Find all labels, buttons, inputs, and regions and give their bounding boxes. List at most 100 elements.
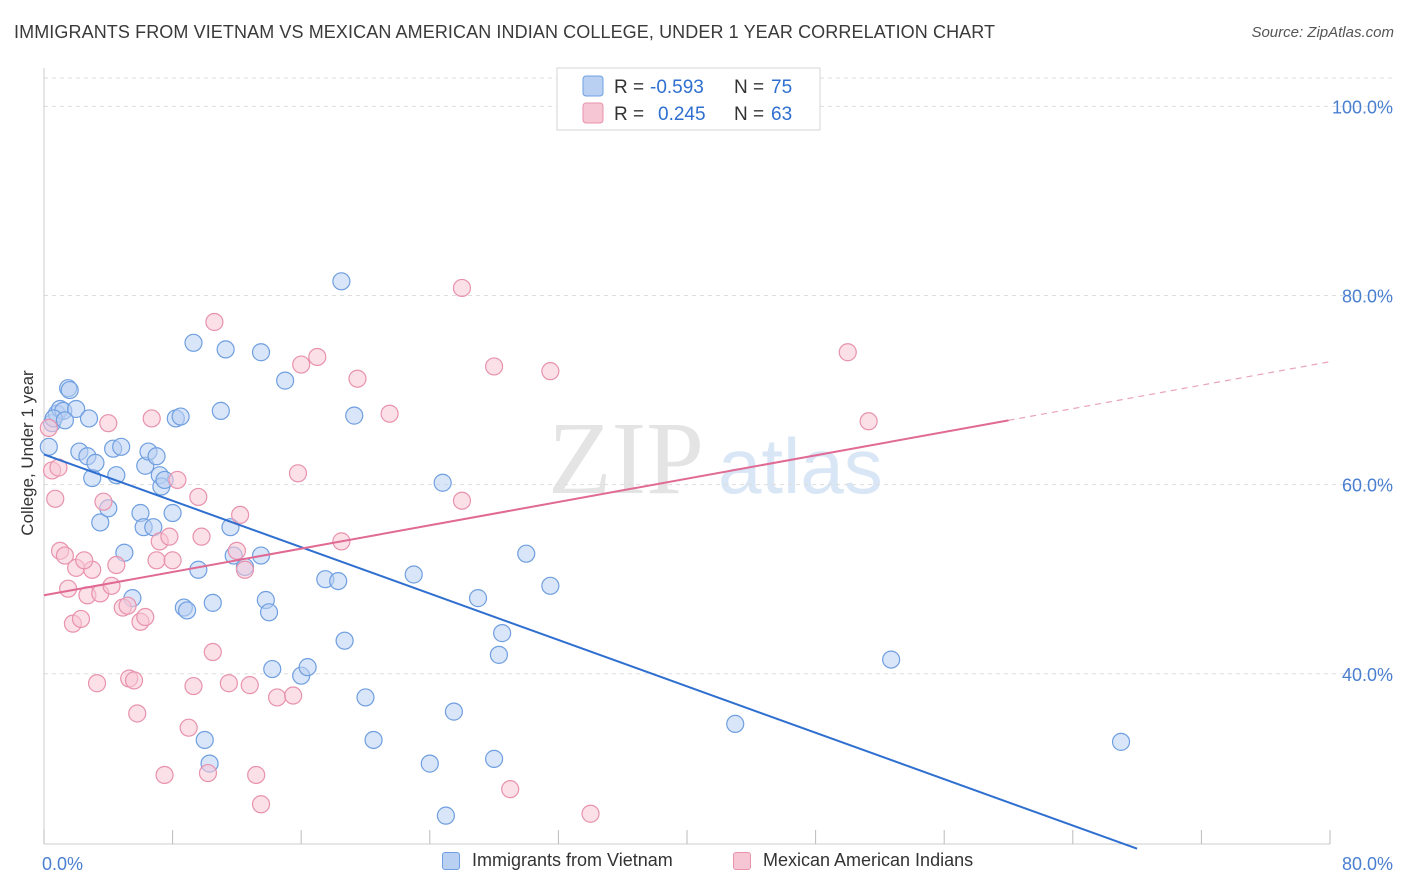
mexican-point-34: [192, 527, 211, 546]
correlation-legend: R = -0.593 N = 75 R = 0.245 N = 63: [556, 67, 821, 131]
vietnam-point-35: [189, 560, 208, 579]
y-tick-label-1: 60.0%: [1342, 476, 1393, 496]
vietnam-point-66: [489, 645, 509, 664]
mexican-point-51: [348, 369, 367, 388]
legend-r-value-2: 0.245: [658, 104, 706, 125]
vietnam-point-55: [335, 631, 354, 650]
mexican-point-43: [247, 765, 266, 785]
mexican-point-18: [118, 596, 137, 615]
mexican-point-32: [184, 676, 203, 696]
mexican-point-24: [142, 409, 161, 428]
y-tick-label-2: 80.0%: [1342, 287, 1393, 307]
trend-line-mexican: [43, 419, 1009, 597]
mexican-point-48: [292, 355, 311, 374]
mexican-point-29: [163, 551, 182, 570]
vietnam-point-69: [541, 576, 560, 595]
vietnam-point-51: [298, 658, 317, 677]
vietnam-point-70: [726, 714, 745, 733]
vietnam-point-12: [86, 453, 105, 472]
mexican-point-36: [203, 642, 222, 662]
mexican-point-5: [59, 579, 78, 598]
vietnam-point-7: [67, 399, 86, 419]
mexican-point-46: [284, 686, 303, 705]
legend-swatch-vietnam: [582, 75, 604, 97]
trend-line-vietnam: [43, 453, 1138, 850]
legend-swatch-mexican: [582, 102, 604, 124]
vietnam-point-17: [112, 437, 131, 456]
mexican-point-38: [219, 674, 238, 693]
mexican-point-41: [235, 560, 255, 579]
vietnam-point-57: [356, 688, 375, 707]
vietnam-point-61: [433, 473, 452, 492]
vietnam-point-64: [468, 589, 488, 608]
vietnam-point-49: [276, 371, 295, 390]
vietnam-point-6: [60, 380, 79, 400]
mexican-point-56: [501, 780, 520, 799]
legend-n-value-1: 75: [771, 77, 792, 98]
mexican-point-27: [155, 765, 174, 785]
x-tick-label-1: 80.0%: [1342, 854, 1393, 874]
source-label: Source: ZipAtlas.com: [1251, 24, 1394, 41]
mexican-point-44: [251, 795, 271, 814]
mexican-point-11: [87, 674, 107, 693]
legend-r-label-2: R =: [614, 104, 644, 125]
mexican-point-62: [75, 551, 94, 570]
series-immigrants-from-vietnam: [39, 272, 1131, 825]
trend-lines: [43, 361, 1331, 850]
vietnam-point-38: [203, 593, 222, 612]
mexican-point-59: [838, 343, 857, 362]
mexican-point-37: [205, 312, 224, 332]
x-tick-label-0: 0.0%: [42, 854, 83, 874]
legend-item-mexican: Mexican American Indians: [733, 850, 973, 871]
mexican-point-0: [39, 418, 58, 438]
chart-title: IMMIGRANTS FROM VIETNAM VS MEXICAN AMERI…: [14, 22, 996, 42]
vietnam-point-47: [259, 603, 279, 622]
legend-r-label-1: R =: [614, 77, 644, 98]
vietnam-point-33: [177, 601, 197, 620]
vietnam-point-60: [420, 754, 439, 773]
vietnam-point-71: [882, 650, 901, 669]
vietnam-point-48: [263, 659, 282, 679]
mexican-point-20: [124, 671, 144, 690]
vietnam-point-53: [329, 572, 348, 591]
legend-r-value-1: -0.593: [650, 77, 704, 98]
vietnam-point-56: [345, 406, 364, 425]
vietnam-point-13: [91, 513, 110, 532]
legend-swatch-vietnam-bottom: [442, 851, 460, 870]
mexican-point-8: [71, 609, 91, 629]
watermark-atlas: atlas: [718, 422, 883, 510]
vietnam-point-74: [55, 411, 74, 430]
mexican-point-15: [102, 576, 121, 595]
mexican-point-25: [147, 551, 166, 570]
vietnam-point-72: [1111, 732, 1131, 751]
vietnam-point-68: [517, 544, 536, 563]
legend-item-vietnam: Immigrants from Vietnam: [442, 850, 673, 871]
grid-lines: [44, 77, 1392, 675]
vietnam-point-54: [332, 272, 351, 291]
legend-swatch-mexican-bottom: [733, 851, 751, 870]
vietnam-point-29: [163, 503, 182, 523]
mexican-point-49: [308, 347, 327, 367]
vietnam-point-34: [184, 333, 203, 352]
vietnam-point-59: [404, 565, 423, 584]
mexican-point-2: [46, 489, 65, 508]
mexican-point-35: [198, 763, 218, 783]
vietnam-point-31: [171, 407, 190, 426]
y-tick-label-3: 100.0%: [1332, 97, 1393, 117]
mexican-point-45: [267, 688, 287, 707]
mexican-point-21: [128, 704, 147, 723]
vietnam-point-65: [485, 749, 504, 768]
axes: [43, 68, 1331, 845]
mexican-point-53: [452, 278, 472, 298]
mexican-point-30: [168, 470, 187, 490]
vietnam-point-25: [147, 447, 166, 466]
x-tick-labels: 0.0% 80.0%: [42, 854, 1393, 874]
mexican-point-13: [94, 492, 113, 511]
series-mexican-american-indians: [39, 278, 878, 823]
trend-line-mexican-extension: [1008, 361, 1331, 421]
mexican-point-39: [227, 541, 246, 560]
vietnam-point-9: [79, 409, 99, 428]
vietnam-point-62: [436, 806, 455, 825]
mexican-point-14: [99, 414, 118, 433]
